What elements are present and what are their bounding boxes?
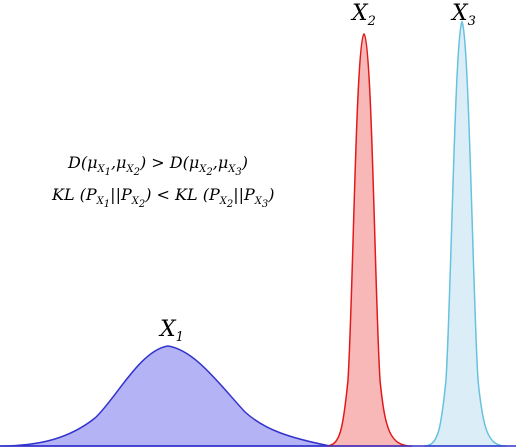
eq2-s1: 1 <box>104 199 110 210</box>
eq1-s1: 1 <box>105 167 111 178</box>
eq1-x-d: X <box>227 164 236 175</box>
eq2-s4: 3 <box>262 199 268 210</box>
eq1-op: ) > D(μ <box>139 153 199 172</box>
eq2-op: ) < KL (P <box>144 185 220 204</box>
eq2-x-d: X <box>254 196 263 207</box>
eq1-s2: 2 <box>133 167 140 178</box>
equation-distance: D(μX1,μX2) > D(μX2,μX3) <box>67 153 248 178</box>
eq2-kl1: KL (P <box>51 185 97 204</box>
eq1-s4: 3 <box>235 167 241 178</box>
curve-x1 <box>0 345 331 447</box>
eq1-s3: 2 <box>205 167 212 178</box>
equation-kl: KL (PX1||PX2) < KL (PX2||PX3) <box>51 185 275 210</box>
curve-x3 <box>423 20 507 447</box>
eq2-x-b: X <box>131 196 140 207</box>
label-x1: X1 <box>158 317 184 345</box>
label-x3: X3 <box>450 1 476 29</box>
label-x2-main: X <box>350 1 369 26</box>
curve-x2 <box>325 33 413 447</box>
eq2-s3: 2 <box>226 199 233 210</box>
eq1-x-b: X <box>125 164 134 175</box>
eq2-bars: ||P <box>110 185 132 204</box>
eq2-close: ) <box>267 185 274 204</box>
label-x2-sub: 2 <box>367 14 376 29</box>
label-x1-sub: 1 <box>176 330 184 345</box>
eq2-bars2: ||P <box>233 185 255 204</box>
eq1-x-a: X <box>96 164 105 175</box>
eq2-x-c: X <box>219 196 228 207</box>
eq1-d-left: D(μ <box>67 153 97 172</box>
eq1-comma2: ,μ <box>213 153 228 172</box>
label-x2: X2 <box>350 1 376 29</box>
eq1-close: ) <box>241 153 248 172</box>
eq2-x-a: X <box>96 196 105 207</box>
eq2-s2: 2 <box>138 199 145 210</box>
label-x3-sub: 3 <box>468 14 476 29</box>
eq1-x-c: X <box>198 164 207 175</box>
label-x1-main: X <box>158 317 177 342</box>
label-x3-main: X <box>450 1 469 26</box>
eq1-comma: ,μ <box>111 153 126 172</box>
